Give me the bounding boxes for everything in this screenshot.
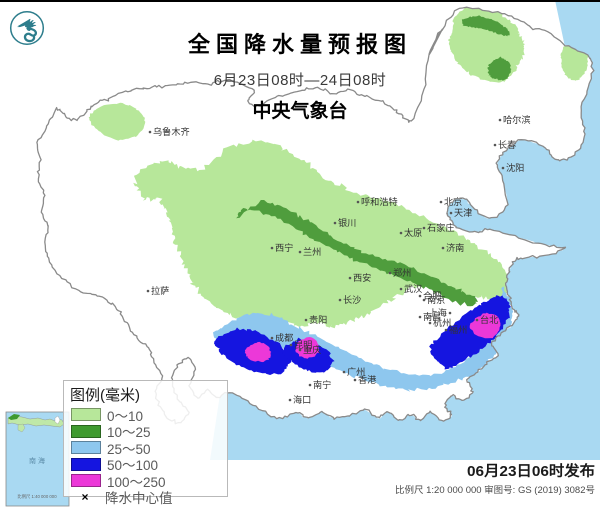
svg-text:天津: 天津 xyxy=(454,208,472,218)
svg-text:南昌: 南昌 xyxy=(423,311,441,322)
svg-text:乌鲁木齐: 乌鲁木齐 xyxy=(153,126,190,137)
svg-text:太原: 太原 xyxy=(404,227,422,238)
svg-text:长沙: 长沙 xyxy=(343,294,361,305)
svg-text:海口: 海口 xyxy=(293,394,311,405)
svg-text:武汉: 武汉 xyxy=(404,283,422,294)
svg-text:香港: 香港 xyxy=(358,374,376,385)
svg-text:比例尺 1:40 000 000: 比例尺 1:40 000 000 xyxy=(17,493,57,500)
svg-text:西宁: 西宁 xyxy=(275,242,293,253)
svg-text:济南: 济南 xyxy=(446,242,464,253)
svg-text:西安: 西安 xyxy=(353,272,371,283)
svg-text:沈阳: 沈阳 xyxy=(506,162,524,173)
svg-text:06月23日06时发布: 06月23日06时发布 xyxy=(467,462,595,480)
svg-text:福州: 福州 xyxy=(449,324,467,335)
svg-text:台北: 台北 xyxy=(480,314,498,325)
svg-text:合肥: 合肥 xyxy=(423,290,441,301)
svg-text:呼和浩特: 呼和浩特 xyxy=(361,196,398,207)
svg-text:银川: 银川 xyxy=(338,217,356,228)
svg-text:南 海: 南 海 xyxy=(29,456,45,465)
svg-text:郑州: 郑州 xyxy=(393,267,411,278)
svg-text:成都: 成都 xyxy=(275,332,293,343)
svg-text:兰州: 兰州 xyxy=(303,246,321,257)
svg-text:南宁: 南宁 xyxy=(313,379,331,390)
svg-text:贵阳: 贵阳 xyxy=(309,314,327,325)
svg-text:拉萨: 拉萨 xyxy=(151,285,169,296)
svg-text:昆明: 昆明 xyxy=(294,340,312,350)
svg-text:比例尺 1:20 000 000 审图号: GS (201: 比例尺 1:20 000 000 审图号: GS (2019) 3082号 xyxy=(395,484,595,495)
svg-text:石家庄: 石家庄 xyxy=(427,222,455,233)
